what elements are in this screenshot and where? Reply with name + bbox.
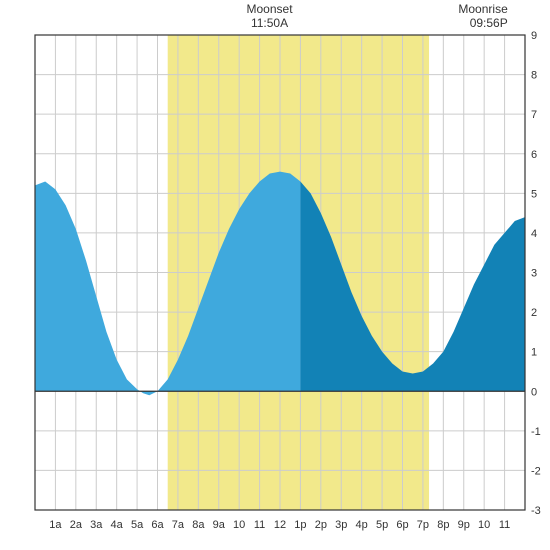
y-tick-label: 8 — [531, 70, 537, 82]
x-tick-label: 7p — [417, 519, 429, 531]
x-tick-label: 9a — [213, 519, 226, 531]
y-tick-label: 7 — [531, 109, 537, 121]
y-tick-label: 6 — [531, 149, 537, 161]
y-tick-label: -2 — [531, 465, 541, 477]
y-tick-label: 9 — [531, 30, 537, 42]
y-tick-label: 4 — [531, 228, 537, 240]
x-tick-label: 8p — [437, 519, 449, 531]
x-tick-label: 10 — [233, 519, 245, 531]
x-tick-label: 2p — [315, 519, 327, 531]
x-tick-label: 12 — [274, 519, 286, 531]
x-tick-label: 5a — [131, 519, 144, 531]
moonset-label: Moonset11:50A — [247, 2, 293, 30]
x-tick-label: 6a — [151, 519, 164, 531]
chart-svg: -3-2-101234567891a2a3a4a5a6a7a8a9a101112… — [0, 0, 550, 550]
x-tick-label: 2a — [70, 519, 83, 531]
moonset-title: Moonset — [247, 2, 293, 16]
x-tick-label: 5p — [376, 519, 388, 531]
x-tick-label: 3p — [335, 519, 347, 531]
y-tick-label: 5 — [531, 188, 537, 200]
x-tick-label: 9p — [458, 519, 470, 531]
y-tick-label: 0 — [531, 386, 537, 398]
x-tick-label: 4a — [111, 519, 124, 531]
x-tick-label: 11 — [254, 519, 265, 531]
y-tick-label: 3 — [531, 268, 537, 280]
moonrise-label: Moonrise09:56P — [458, 2, 507, 30]
x-tick-label: 10 — [478, 519, 490, 531]
x-tick-label: 8a — [192, 519, 205, 531]
x-tick-label: 3a — [90, 519, 103, 531]
y-tick-label: 2 — [531, 307, 537, 319]
x-tick-label: 7a — [172, 519, 185, 531]
tide-chart: -3-2-101234567891a2a3a4a5a6a7a8a9a101112… — [0, 0, 550, 550]
x-tick-label: 11 — [499, 519, 510, 531]
y-tick-label: -1 — [531, 426, 541, 438]
x-tick-label: 6p — [396, 519, 408, 531]
x-tick-label: 4p — [356, 519, 368, 531]
moonset-time: 11:50A — [247, 16, 293, 30]
moonrise-title: Moonrise — [458, 2, 507, 16]
y-tick-label: 1 — [531, 347, 537, 359]
x-tick-label: 1a — [49, 519, 62, 531]
y-tick-label: -3 — [531, 505, 541, 517]
x-tick-label: 1p — [294, 519, 306, 531]
moonrise-time: 09:56P — [458, 16, 507, 30]
